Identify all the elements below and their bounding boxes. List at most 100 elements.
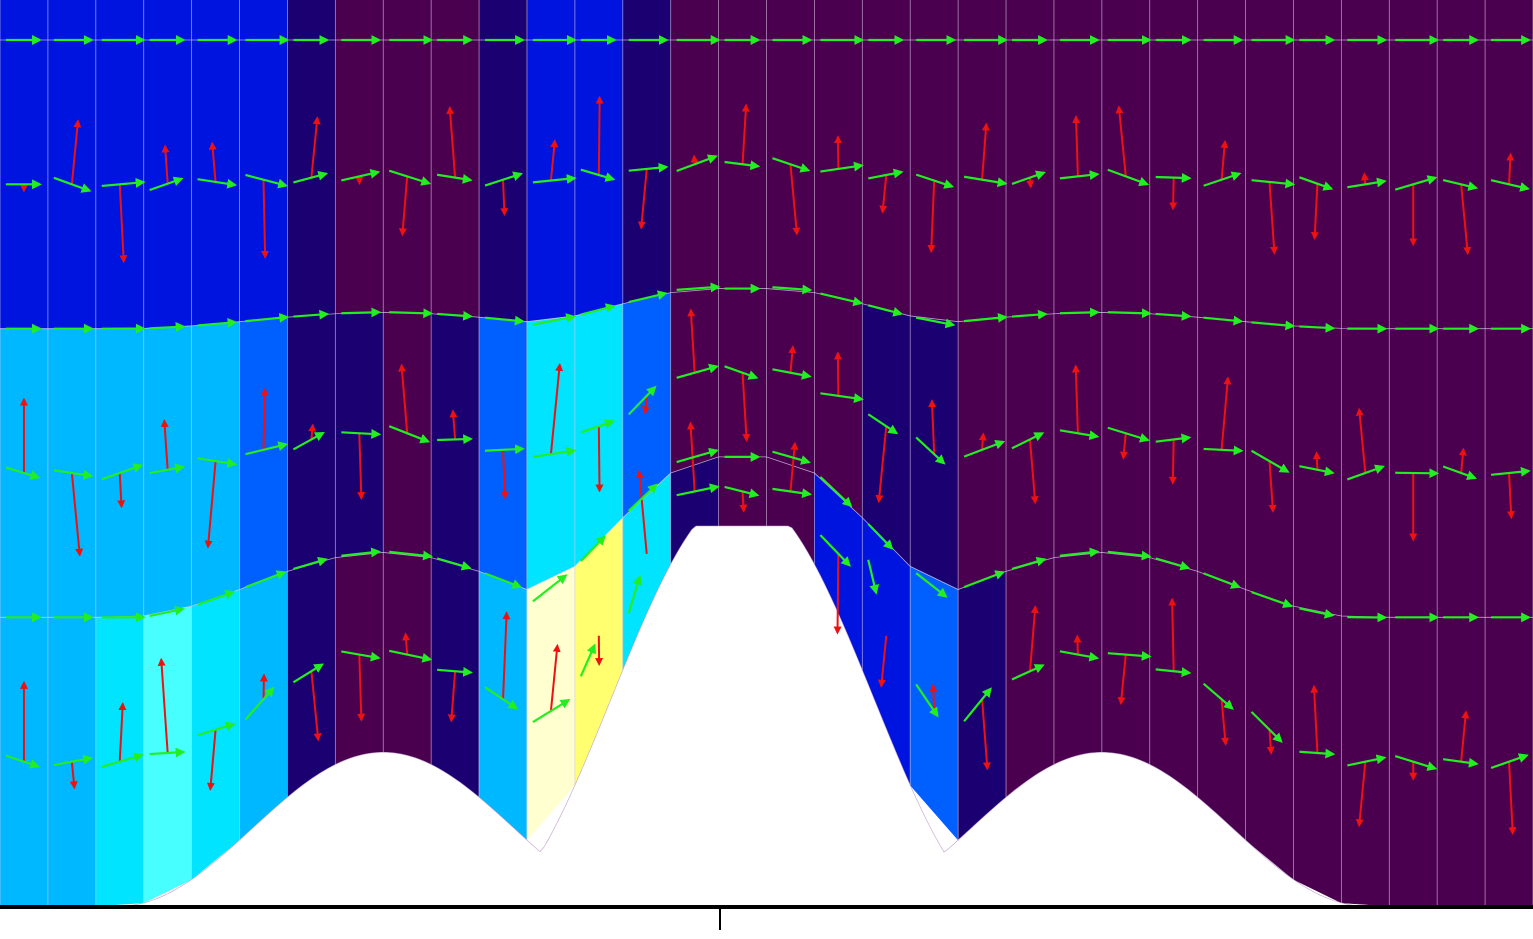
vector-horizontal [1011, 309, 1048, 320]
vector-horizontal [580, 535, 606, 562]
vector-horizontal [532, 446, 577, 459]
vector-horizontal [1251, 178, 1296, 189]
vector-horizontal [1155, 172, 1192, 183]
vector-horizontal [101, 177, 146, 188]
vector-horizontal [437, 666, 473, 677]
vector-vertical [310, 116, 321, 178]
vertical-vector-field [19, 95, 1517, 836]
mesh-cell [478, 571, 528, 841]
vector-vertical [1268, 461, 1277, 513]
vector-horizontal [772, 450, 811, 465]
mesh-cell-top [1293, 0, 1342, 40]
vector-vertical [1506, 152, 1515, 185]
vector-vertical [1266, 729, 1275, 755]
vector-horizontal [772, 368, 812, 380]
mesh-cell-top [383, 0, 432, 40]
vector-vertical [789, 164, 801, 236]
vector-horizontal [1107, 550, 1152, 561]
vector-vertical [157, 657, 169, 754]
vector-vertical [928, 399, 937, 455]
mesh-cell-top [622, 0, 672, 40]
mesh-cell-top [718, 0, 767, 40]
vector-vertical [357, 433, 366, 501]
vector-vertical [1507, 472, 1516, 520]
mesh-cell [574, 39, 624, 317]
vector-vertical [118, 184, 128, 264]
mesh-cell-top [766, 0, 815, 40]
vector-horizontal [676, 483, 720, 497]
mesh-cell-top [526, 0, 576, 40]
mesh-cell-top [0, 0, 49, 40]
vector-horizontal [868, 168, 904, 180]
vector-horizontal [1299, 176, 1334, 191]
mesh-cell-top [47, 0, 97, 40]
vector-vertical [1220, 699, 1230, 746]
vector-horizontal [5, 754, 41, 769]
vector-horizontal [1011, 664, 1045, 681]
vector-horizontal [1395, 468, 1440, 479]
vector-horizontal [388, 425, 431, 444]
vector-vertical [877, 635, 888, 688]
vector-vertical [1458, 447, 1467, 474]
vector-vertical [308, 423, 317, 440]
mesh-cell [430, 313, 480, 572]
vector-horizontal [341, 547, 382, 558]
vector-horizontal [5, 466, 41, 480]
vector-horizontal [724, 485, 760, 499]
mesh-cell-top [910, 0, 959, 40]
vector-horizontal [1347, 754, 1387, 767]
vector-horizontal [580, 419, 615, 434]
vector-vertical [204, 461, 217, 549]
vector-horizontal [197, 457, 238, 468]
vector-horizontal [1251, 590, 1294, 609]
vector-horizontal [1155, 433, 1192, 444]
vector-horizontal [580, 303, 616, 316]
vector-horizontal [245, 570, 287, 589]
vector-vertical [1073, 634, 1082, 655]
mesh-cell-top [1149, 0, 1199, 40]
mesh-cell-top [431, 0, 480, 40]
vector-horizontal [772, 487, 813, 499]
vector-vertical [595, 95, 604, 175]
vector-horizontal [197, 317, 238, 328]
vector-vertical [1169, 177, 1178, 211]
vector-horizontal [388, 649, 433, 663]
vector-horizontal [915, 572, 948, 598]
vector-vertical [1026, 177, 1035, 189]
vector-horizontal [1202, 682, 1234, 710]
vector-vertical [1119, 433, 1128, 460]
vector-horizontal [293, 170, 329, 184]
vector-horizontal [867, 304, 904, 317]
vector-horizontal [1203, 315, 1244, 326]
mesh-cell [1293, 325, 1342, 617]
vector-vertical [206, 729, 217, 791]
mesh-cell-top [574, 0, 624, 40]
vector-horizontal [245, 441, 289, 456]
vector-vertical [927, 180, 936, 254]
vector-vertical [739, 491, 748, 513]
vector-vertical [1460, 184, 1472, 256]
vector-horizontal [53, 754, 94, 767]
vector-horizontal [772, 284, 813, 295]
mesh-cell [239, 571, 288, 841]
vector-horizontal [1155, 557, 1191, 571]
vector-horizontal [724, 160, 761, 171]
vector-vertical [208, 141, 217, 183]
vector-vertical [1115, 105, 1127, 177]
vector-vertical [1220, 376, 1232, 450]
vector-vertical [160, 419, 169, 470]
vector-horizontal [820, 392, 864, 403]
vector-vertical [69, 761, 78, 790]
vector-horizontal [676, 363, 719, 379]
vector-vertical [981, 699, 991, 771]
vector-horizontal [293, 556, 328, 570]
vector-vertical [1028, 605, 1039, 672]
vector-horizontal [1299, 322, 1336, 333]
terrain-profile [0, 525, 1533, 907]
vector-horizontal [1347, 177, 1387, 189]
vector-vertical [357, 654, 366, 722]
mesh-cell [287, 313, 336, 572]
vector-vertical [502, 611, 511, 700]
vector-horizontal [532, 699, 571, 723]
mesh-cell [383, 312, 432, 558]
